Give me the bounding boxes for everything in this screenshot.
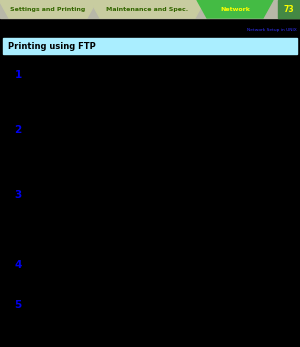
Text: 1: 1 xyxy=(14,70,22,80)
Text: 5: 5 xyxy=(14,300,22,310)
Text: Printing using FTP: Printing using FTP xyxy=(8,42,96,51)
Bar xyxy=(0,0,300,18)
Text: 73: 73 xyxy=(284,5,294,14)
Bar xyxy=(3,38,297,54)
Text: 4: 4 xyxy=(14,260,22,270)
Text: Network Setup in UNIX: Network Setup in UNIX xyxy=(247,28,297,32)
Polygon shape xyxy=(197,0,273,18)
Text: Settings and Printing: Settings and Printing xyxy=(11,7,85,11)
Polygon shape xyxy=(0,0,97,18)
Polygon shape xyxy=(90,0,205,18)
Text: Network: Network xyxy=(220,7,250,11)
Bar xyxy=(278,0,300,18)
Text: Maintenance and Spec.: Maintenance and Spec. xyxy=(106,7,189,11)
Text: 2: 2 xyxy=(14,125,22,135)
Text: 3: 3 xyxy=(14,190,22,200)
